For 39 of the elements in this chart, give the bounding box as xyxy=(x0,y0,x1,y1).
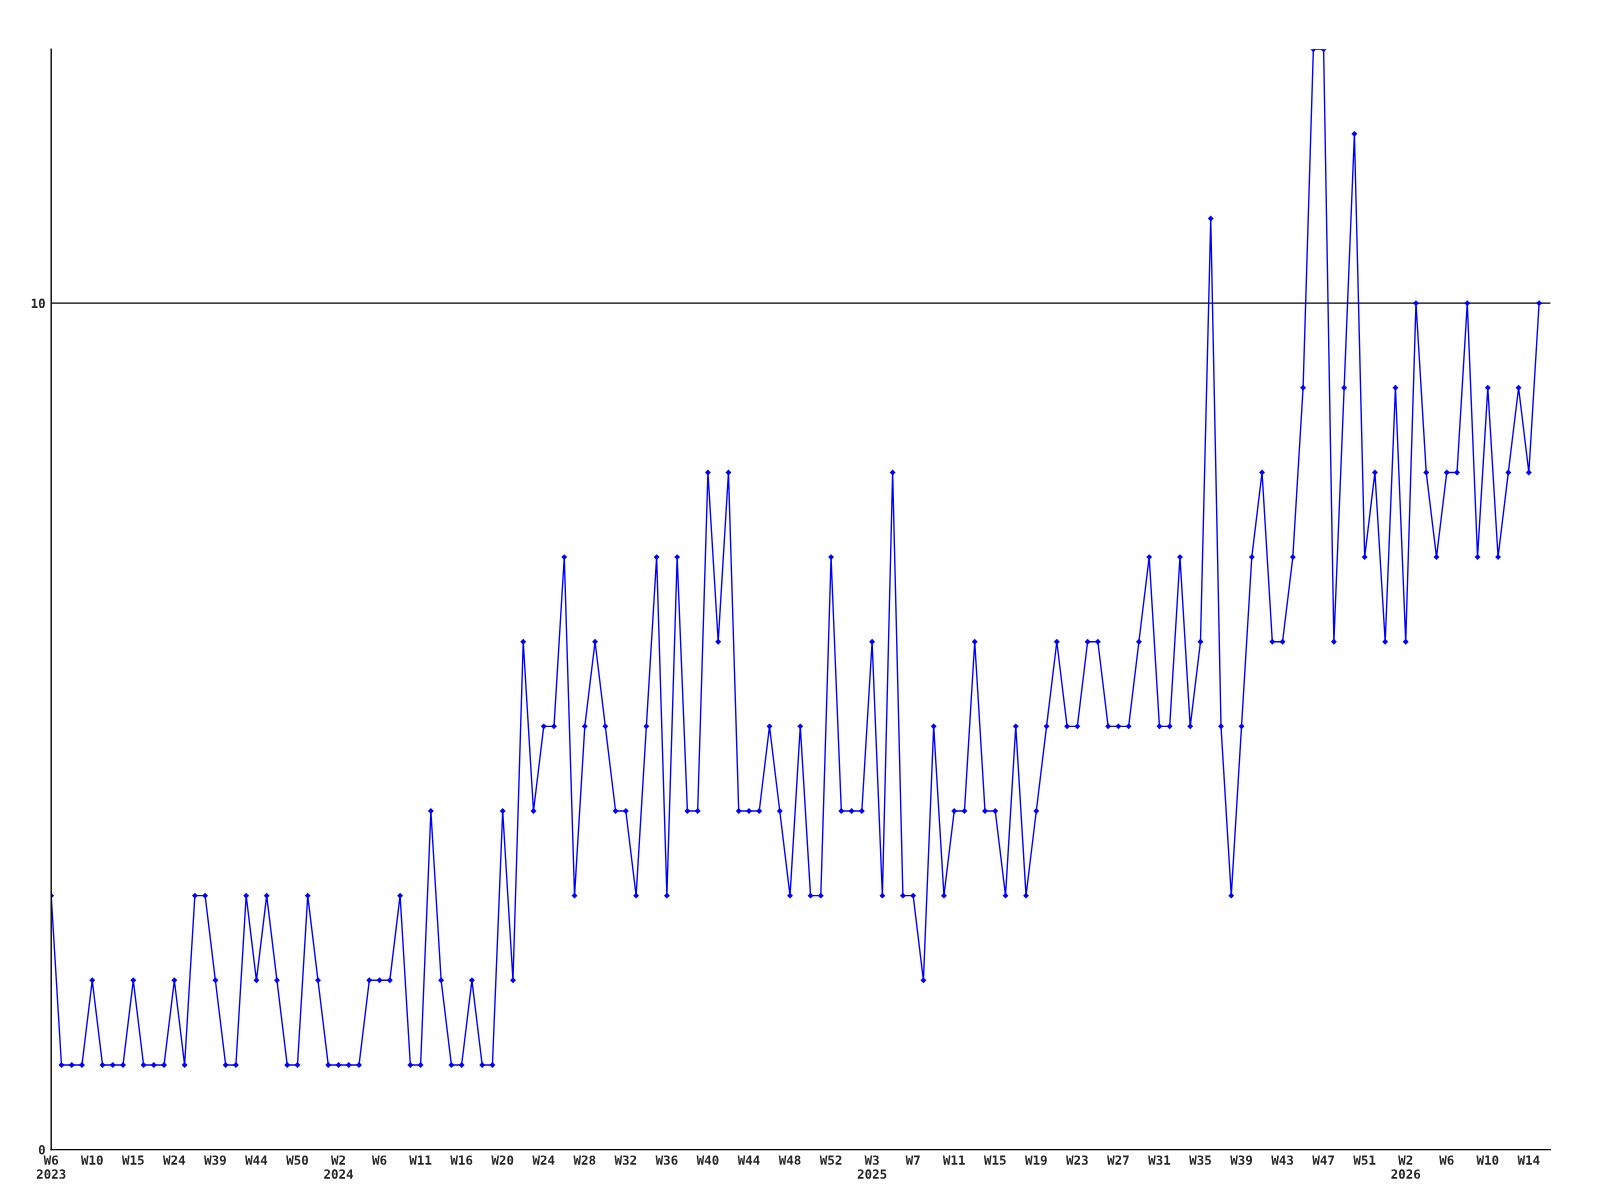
x-tick-label: W24 xyxy=(163,1155,186,1165)
x-tick-label: W15 xyxy=(122,1155,144,1165)
x-tick-label: W23 xyxy=(1066,1155,1088,1165)
x-tick-label: W32 xyxy=(614,1155,637,1165)
x-tick-label: W10 xyxy=(1476,1155,1499,1165)
x-tick-label: W2 2024 xyxy=(324,1155,354,1179)
x-tick-label: W50 xyxy=(286,1155,309,1165)
x-tick-label: W24 xyxy=(532,1155,555,1165)
x-tick-label: W36 xyxy=(655,1155,678,1165)
x-tick-label: W31 xyxy=(1148,1155,1171,1165)
x-tick-label: W3 2025 xyxy=(857,1155,887,1179)
x-tick-label: W6 xyxy=(1439,1155,1454,1165)
x-tick-label: W20 xyxy=(491,1155,514,1165)
x-tick-label: W11 xyxy=(942,1155,965,1165)
x-tick-label: W51 xyxy=(1353,1155,1376,1165)
x-tick-label: W40 xyxy=(696,1155,719,1165)
x-tick-label: W16 xyxy=(450,1155,473,1165)
y-tick-label: 0 xyxy=(38,1145,45,1155)
x-tick-label: W44 xyxy=(737,1155,760,1165)
x-tick-label: W6 2023 xyxy=(36,1155,66,1179)
x-tick-label: W39 xyxy=(204,1155,226,1165)
x-tick-label: W48 xyxy=(778,1155,801,1165)
x-tick-label: W47 xyxy=(1312,1155,1334,1165)
x-tick-label: W43 xyxy=(1271,1155,1294,1165)
x-tick-label: W11 xyxy=(409,1155,432,1165)
x-tick-label: W6 xyxy=(372,1155,387,1165)
y-tick-label: 10 xyxy=(31,298,45,309)
x-tick-label: W10 xyxy=(80,1155,103,1165)
x-tick-label: W2 2026 xyxy=(1391,1155,1421,1179)
x-tick-label: W27 xyxy=(1107,1155,1129,1165)
x-tick-label: W44 xyxy=(245,1155,268,1165)
x-tick-label: W39 xyxy=(1230,1155,1253,1165)
x-tick-label: W35 xyxy=(1189,1155,1211,1165)
x-tick-label: W15 xyxy=(983,1155,1006,1165)
x-tick-label: W28 xyxy=(573,1155,596,1165)
x-tick-label: W52 xyxy=(819,1155,842,1165)
x-tick-label: W7 xyxy=(905,1155,920,1165)
x-tick-label: W14 xyxy=(1517,1155,1540,1165)
x-tick-label: W19 xyxy=(1025,1155,1047,1165)
